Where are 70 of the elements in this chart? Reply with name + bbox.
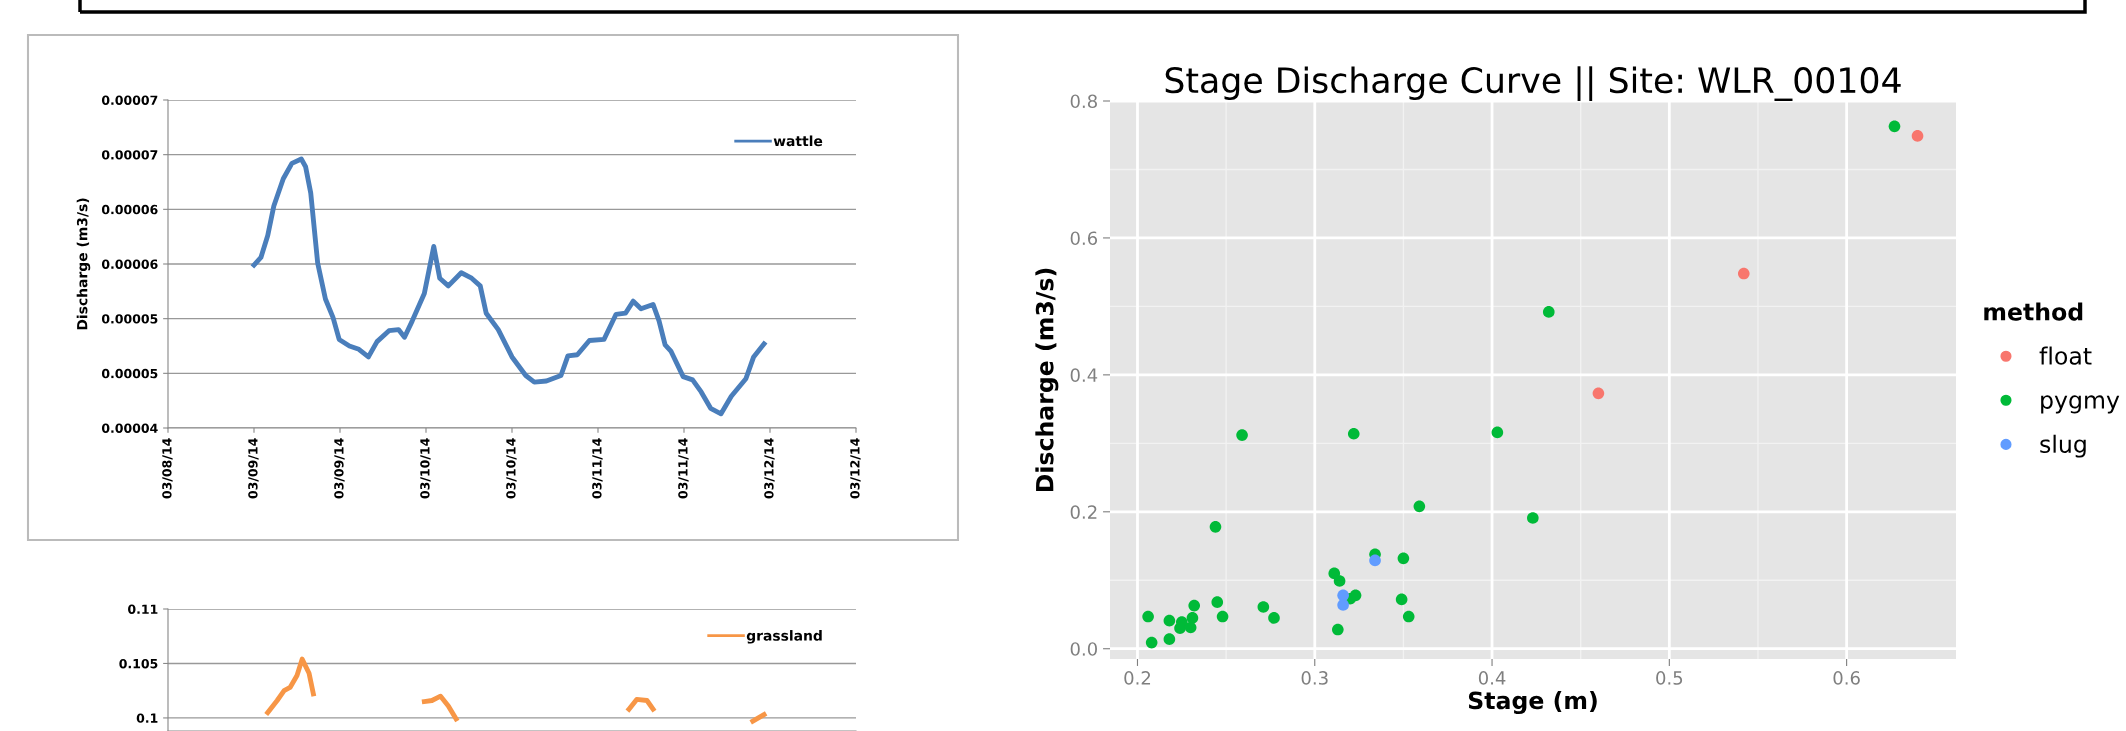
y-axis-title: Discharge (m3/s)	[1035, 268, 1059, 492]
point	[1333, 575, 1346, 587]
x-tick-label: 03/09/14	[248, 438, 259, 499]
point	[1491, 426, 1504, 439]
y-tick-label: 0.00005	[101, 368, 158, 379]
y-tick-label: 0.00007	[101, 150, 158, 160]
y-tick-label: 0.00006	[101, 204, 158, 215]
y-tick-label: 0.00007	[101, 95, 158, 105]
x-tick-label: 03/12/14	[850, 438, 861, 499]
y-tick-label: 0.2	[1070, 505, 1097, 519]
point	[1911, 130, 1924, 142]
x-tick-label: 0.5	[1656, 671, 1683, 685]
legend-label: pygmy	[2041, 395, 2120, 414]
point	[1188, 599, 1201, 612]
point	[1174, 622, 1186, 634]
point	[1397, 552, 1410, 565]
x-tick-label: 03/09/14	[334, 438, 345, 499]
y-tick-label: 0.4	[1070, 368, 1098, 382]
point	[1211, 596, 1224, 608]
point	[1542, 306, 1555, 318]
point	[1209, 521, 1222, 533]
x-tick-label: 0.6	[1833, 671, 1860, 685]
point	[1216, 610, 1229, 623]
y-tick-label: 0.00006	[101, 259, 158, 269]
point	[1268, 612, 1280, 624]
x-tick-label: 0.4	[1478, 671, 1506, 685]
point	[1142, 610, 1154, 623]
y-tick-label: 0.00004	[101, 423, 158, 433]
point	[1163, 614, 1176, 627]
point	[1888, 120, 1901, 133]
y-tick-label: 0.6	[1070, 231, 1098, 246]
x-tick-label: 03/12/14	[764, 438, 775, 499]
y-tick-label: 0.00005	[101, 314, 158, 324]
point	[1163, 633, 1176, 645]
legend-label: wattle	[773, 135, 823, 147]
point	[1186, 612, 1199, 624]
legend-title: method	[1984, 302, 2083, 321]
point	[1347, 427, 1360, 440]
y-tick-label: 0.105	[119, 658, 158, 669]
y-axis-title: Discharge (m3/s)	[76, 198, 91, 330]
legend-label: grassland	[746, 630, 822, 644]
x-tick-label: 0.2	[1124, 671, 1151, 685]
x-tick-label: 0.3	[1301, 671, 1328, 685]
x-tick-label: 03/10/14	[420, 438, 431, 499]
x-axis-title: Stage (m)	[1468, 691, 1597, 715]
point	[1395, 593, 1408, 606]
chart-title: Stage Discharge Curve || Site: WLR_00104	[1165, 66, 1901, 101]
y-tick-label: 0.0	[1070, 642, 1097, 656]
line-series	[421, 693, 459, 722]
x-tick-label: 03/08/14	[162, 438, 173, 499]
y-tick-label: 0.1	[136, 713, 158, 723]
point	[1236, 429, 1248, 441]
y-tick-label: 0.8	[1070, 94, 1097, 109]
point	[1737, 267, 1750, 280]
x-tick-label: 03/11/14	[592, 438, 603, 499]
point	[1369, 554, 1381, 567]
point	[1332, 623, 1344, 636]
point	[1145, 636, 1158, 649]
y-tick-label: 0.11	[128, 604, 158, 614]
legend-label: float	[2039, 346, 2092, 365]
point	[1337, 599, 1349, 611]
point	[1257, 601, 1270, 613]
legend-label: slug	[2040, 434, 2086, 458]
x-tick-label: 03/11/14	[678, 438, 689, 499]
point	[1592, 387, 1605, 400]
point	[1527, 512, 1539, 524]
point	[1413, 500, 1426, 513]
point	[1184, 621, 1197, 634]
point	[1402, 610, 1415, 623]
x-tick-label: 03/10/14	[506, 438, 517, 499]
